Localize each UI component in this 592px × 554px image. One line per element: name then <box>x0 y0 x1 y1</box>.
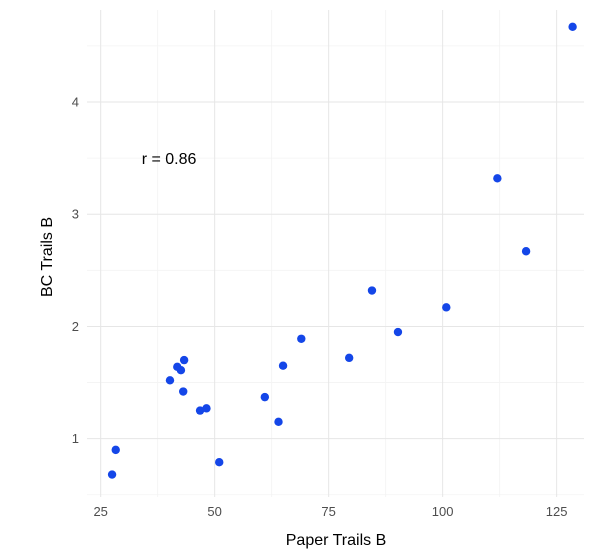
data-point <box>165 376 175 385</box>
x-tick-label: 100 <box>432 504 454 519</box>
x-axis-title: Paper Trails B <box>286 532 386 549</box>
data-point <box>297 334 306 343</box>
x-tick-label: 25 <box>93 504 107 519</box>
x-tick-label: 125 <box>546 504 568 519</box>
data-point <box>274 417 283 427</box>
x-tick-label: 75 <box>321 504 335 519</box>
data-point <box>111 445 120 455</box>
data-point <box>493 174 502 183</box>
data-point <box>179 387 188 396</box>
tick-labels: 25 50 75 100 125 1 2 3 4 <box>72 95 568 519</box>
data-point <box>176 366 186 375</box>
data-point <box>260 392 270 402</box>
data-point <box>195 406 205 415</box>
y-tick-label: 2 <box>72 319 79 334</box>
data-point <box>179 355 189 365</box>
data-point <box>442 303 451 312</box>
grid <box>87 10 584 497</box>
data-point <box>393 327 403 337</box>
data-point <box>568 22 577 32</box>
data-point <box>344 353 354 363</box>
data-point <box>278 361 288 370</box>
y-axis-title: BC Trails B <box>39 217 56 297</box>
y-tick-label: 1 <box>72 431 79 446</box>
data-point <box>107 470 117 479</box>
correlation-annotation: r = 0.86 <box>142 151 197 168</box>
data-point <box>202 404 211 413</box>
data-point <box>367 286 377 295</box>
data-points <box>107 22 577 479</box>
data-point <box>215 458 224 467</box>
data-point <box>521 247 531 256</box>
y-tick-label: 3 <box>72 207 79 222</box>
y-tick-label: 4 <box>72 95 79 110</box>
x-tick-label: 50 <box>207 504 221 519</box>
